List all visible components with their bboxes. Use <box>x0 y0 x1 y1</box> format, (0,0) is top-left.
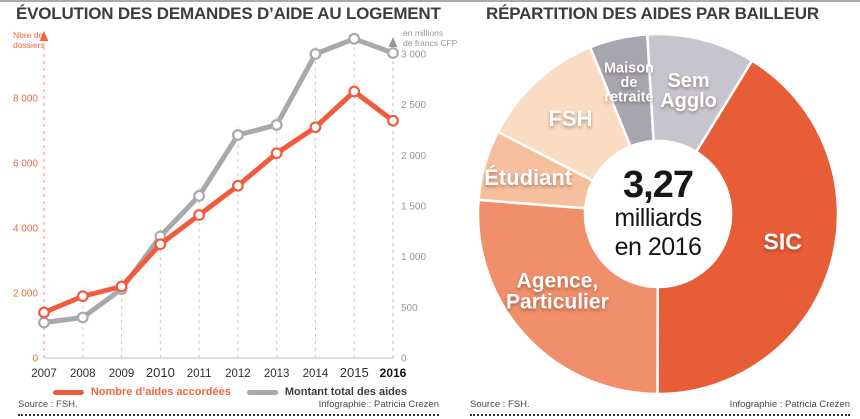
left-chart-title: ÉVOLUTION DES DEMANDES D’AIDE AU LOGEMEN… <box>16 4 441 23</box>
svg-text:1 500: 1 500 <box>401 202 426 213</box>
svg-text:2016: 2016 <box>380 366 407 380</box>
legend-swatch-orange <box>52 389 84 395</box>
svg-text:2 500: 2 500 <box>401 100 426 111</box>
left-axis-arrow-icon <box>39 31 49 41</box>
x-axis-labels: 2007 2008 2009 2010 2011 2012 2013 2014 2015 2016 <box>31 365 406 380</box>
series-nombre-aides <box>38 85 399 319</box>
svg-text:500: 500 <box>401 303 418 314</box>
pie-slice-agence-particulier <box>476 198 660 396</box>
svg-text:2013: 2013 <box>264 368 290 380</box>
svg-text:2010: 2010 <box>146 365 175 380</box>
svg-text:2 000: 2 000 <box>401 151 426 162</box>
right-axis <box>388 37 398 358</box>
right-credit-text: Infographie : Patricia Crezen <box>729 399 850 410</box>
svg-text:4 000: 4 000 <box>13 224 38 235</box>
legend-item-nombre: Nombre d’aides accordées <box>52 386 231 398</box>
right-panel-footer: Source : FSH. Infographie : Patricia Cre… <box>470 399 850 416</box>
right-chart-title: RÉPARTITION DES AIDES PAR BAILLEUR <box>486 4 819 23</box>
left-tick-labels: 0 2 000 4 000 6 000 8 000 <box>13 94 38 365</box>
pie-slice-label-maison-de-retraite: Maison de retraite <box>604 60 654 105</box>
left-panel-footer: Source : FSH. Infographie : Patricia Cre… <box>18 399 439 416</box>
svg-text:8 000: 8 000 <box>13 94 38 105</box>
left-source-text: Source : FSH. <box>18 399 78 410</box>
left-axis-caption-line2: dossiers <box>13 39 45 50</box>
donut-center-value: 3,27 <box>623 164 694 206</box>
svg-text:2015: 2015 <box>340 365 369 380</box>
pie-slice-label-agence-particulier: Agence, Particulier <box>506 270 609 314</box>
right-axis-arrow-icon <box>388 37 398 47</box>
svg-text:0: 0 <box>401 354 407 365</box>
svg-text:2014: 2014 <box>303 368 329 380</box>
donut-chart: SIC Agence, Particulier Étudiant FSH Maison de… <box>476 32 840 396</box>
svg-text:2008: 2008 <box>70 368 96 380</box>
svg-text:2009: 2009 <box>109 368 135 380</box>
legend-swatch-gray <box>246 389 278 395</box>
right-axis-caption: en millions de francs CFP <box>403 28 458 48</box>
donut-center-year: en 2016 <box>614 233 702 261</box>
svg-text:2011: 2011 <box>187 368 212 380</box>
pie-slice-label-tudiant: Étudiant <box>484 165 573 190</box>
series-montant-total <box>38 32 399 329</box>
right-tick-labels: 0 500 1 000 1 500 2 000 2 500 3 000 <box>401 50 426 365</box>
top-rule <box>0 0 860 2</box>
right-source-text: Source : FSH. <box>470 399 530 410</box>
left-axis <box>39 31 49 358</box>
svg-text:2007: 2007 <box>31 368 57 380</box>
svg-text:1 000: 1 000 <box>401 252 426 263</box>
svg-text:2012: 2012 <box>225 368 251 380</box>
left-credit-text: Infographie : Patricia Crezen <box>318 399 439 410</box>
svg-text:3 000: 3 000 <box>401 50 426 61</box>
svg-text:2 000: 2 000 <box>13 289 38 300</box>
line-chart: 0 2 000 4 000 6 000 8 000 0 500 1 000 1 500 2 000… <box>13 29 426 380</box>
donut-center-unit: milliards <box>614 204 702 232</box>
left-axis-caption-line1: Nbre de <box>13 30 44 40</box>
line-chart-legend: Nombre d’aides accordées Montant total d… <box>0 386 460 398</box>
legend-label-nombre: Nombre d’aides accordées <box>90 386 231 398</box>
right-axis-caption-line1: en millions <box>403 28 444 38</box>
pie-slice-label-fsh: FSH <box>548 106 592 131</box>
pie-slice-label-sem-agglo: Sem Agglo <box>660 70 717 112</box>
year-gridlines <box>82 29 355 358</box>
pie-slice-sem-agglo <box>646 32 754 154</box>
svg-text:6 000: 6 000 <box>13 159 38 170</box>
left-axis-caption: Nbre de dossiers <box>13 30 45 50</box>
pie-slice-sic <box>656 59 840 396</box>
right-axis-caption-line2: de francs CFP <box>403 37 458 48</box>
legend-item-montant: Montant total des aides <box>246 386 408 398</box>
donut-center-label: 3,27 milliards en 2016 <box>563 166 753 262</box>
legend-label-montant: Montant total des aides <box>284 386 408 398</box>
pie-slice-label-sic: SIC <box>764 228 802 254</box>
svg-text:0: 0 <box>32 354 38 365</box>
